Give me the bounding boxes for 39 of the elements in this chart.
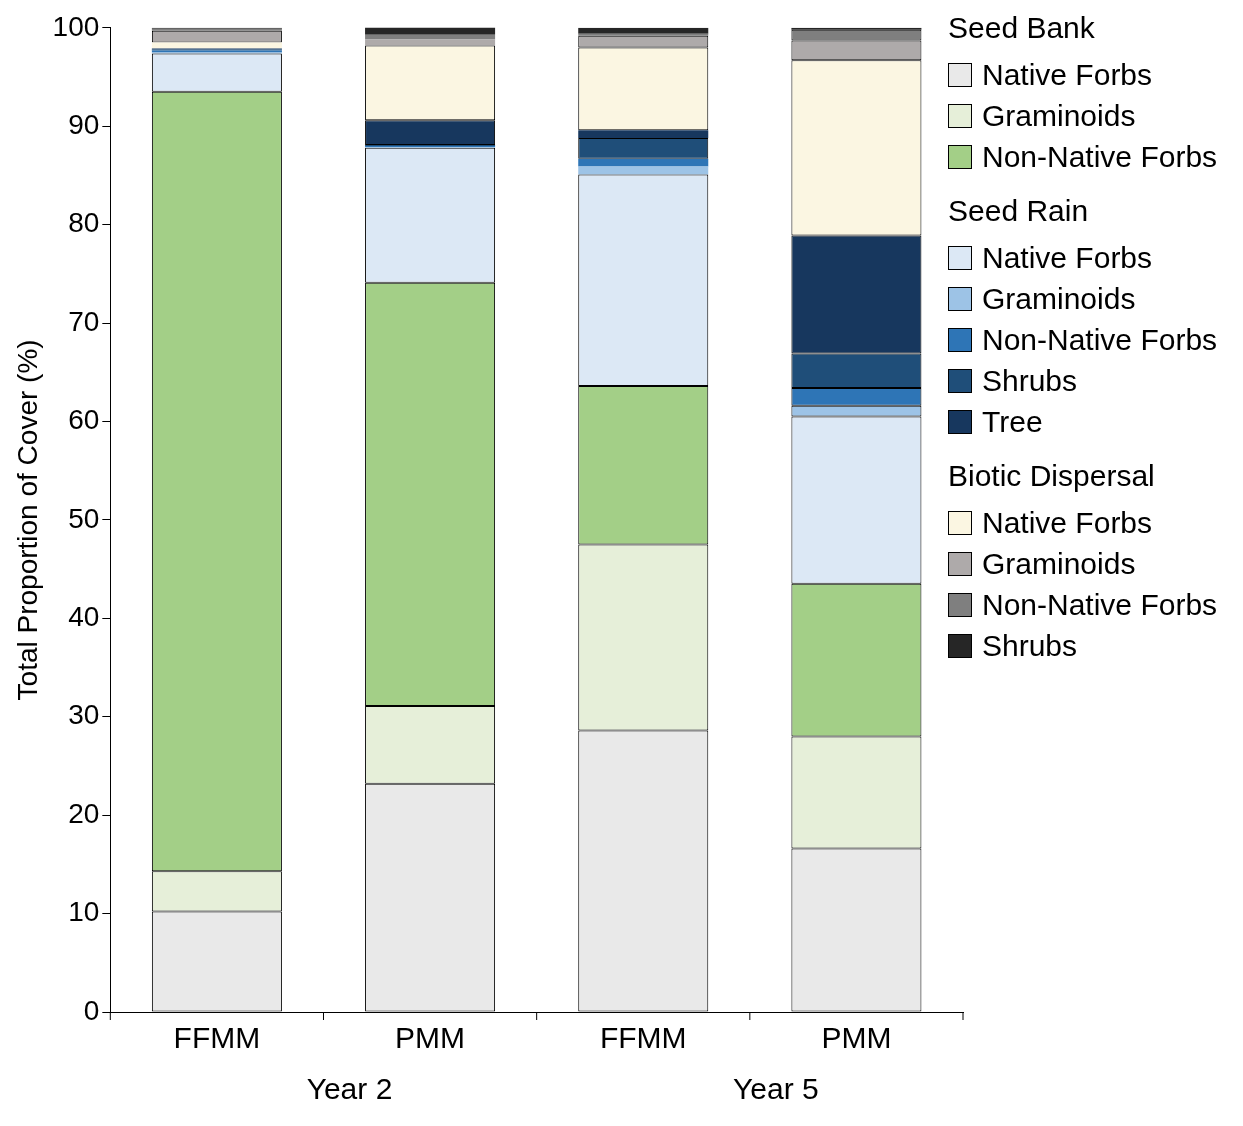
y-tick-label: 100: [52, 10, 100, 42]
x-tick-label: FFMM: [173, 1021, 261, 1055]
text: Year 5: [733, 1072, 819, 1106]
legend-label: Non-Native Forbs: [982, 138, 1218, 175]
bar: [578, 130, 709, 139]
y-tick-label: 50: [68, 502, 100, 534]
bar: [365, 27, 496, 35]
text: Seed Rain: [948, 194, 1089, 227]
legend-label: Graminoids: [982, 545, 1136, 582]
bar: [578, 158, 709, 167]
legend-label: Shrubs: [982, 627, 1078, 664]
text: Year 2: [306, 1072, 393, 1106]
y-tick-label: 10: [68, 896, 100, 928]
x-tick-label: FFMM: [599, 1021, 687, 1055]
legend-label: Non-Native Forbs: [982, 321, 1218, 358]
y-tick-label: 60: [68, 404, 100, 436]
legend-label: Graminoids: [982, 280, 1136, 317]
legend-label: Native Forbs: [982, 504, 1153, 541]
x-tick-label: PMM: [395, 1021, 466, 1055]
legend-label: Tree: [982, 403, 1043, 440]
text: Biotic Dispersal: [948, 459, 1155, 492]
bar: [365, 34, 496, 40]
y-tick-label: 20: [68, 797, 100, 829]
bar: [578, 27, 709, 34]
legend-label: Native Forbs: [982, 56, 1153, 93]
y-tick-label: 80: [68, 207, 100, 239]
y-axis-title: Total Proportion of Cover (%): [11, 339, 43, 701]
legend-label: Shrubs: [982, 362, 1078, 399]
legend-label: Graminoids: [982, 97, 1136, 134]
bar: [365, 39, 496, 46]
y-tick-label: 0: [83, 994, 100, 1026]
legend-label: Non-Native Forbs: [982, 586, 1218, 623]
legend-label: Native Forbs: [982, 239, 1153, 276]
x-tick-label: PMM: [821, 1021, 892, 1055]
y-tick-label: 70: [68, 305, 100, 337]
y-tick-label: 90: [68, 108, 100, 140]
text: Seed Bank: [948, 11, 1095, 44]
y-tick-label: 30: [68, 699, 100, 731]
y-tick-label: 40: [68, 601, 100, 633]
